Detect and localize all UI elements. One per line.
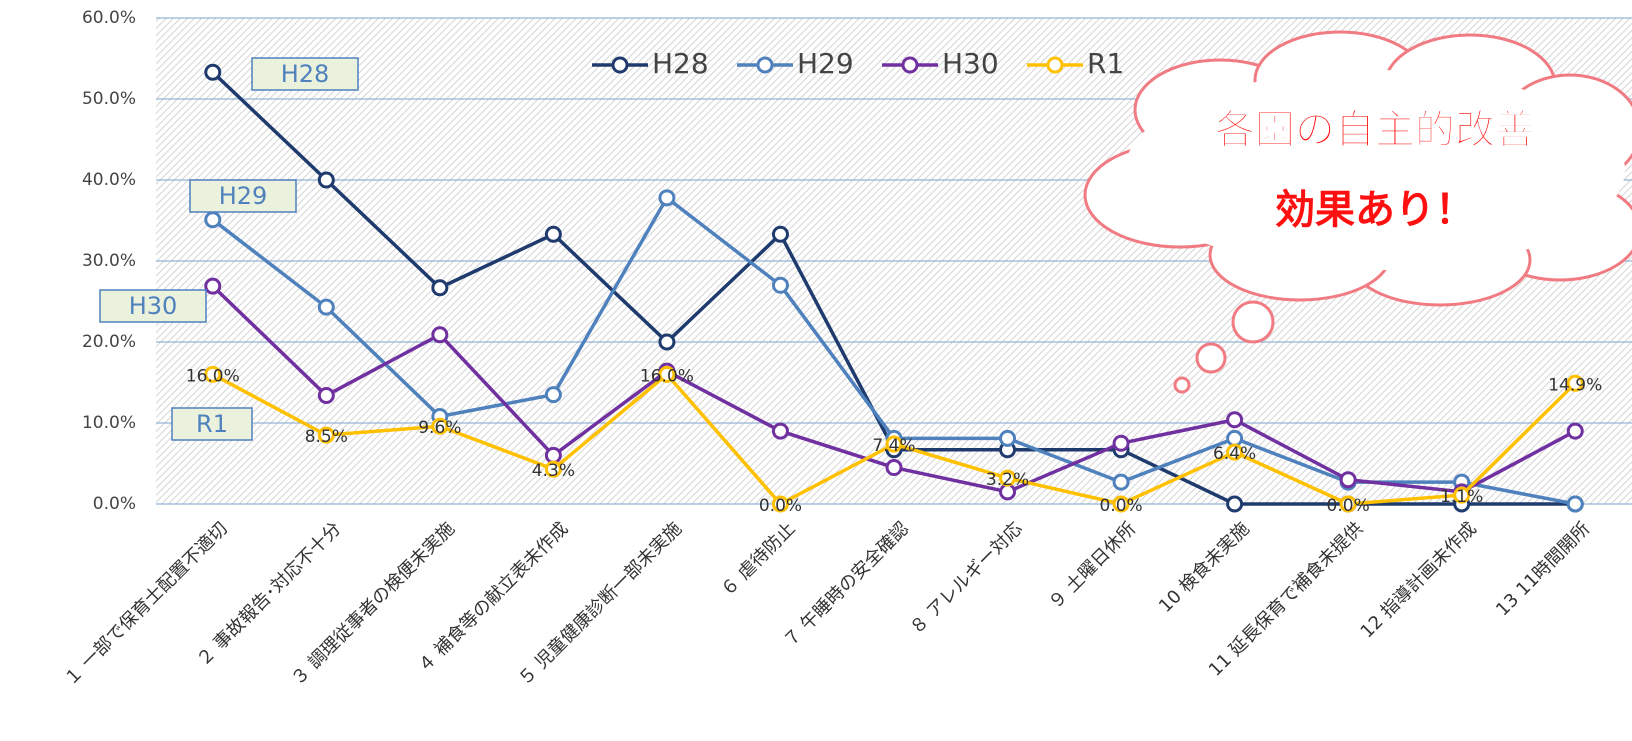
value-label: 6.4% <box>1213 444 1256 464</box>
point <box>1568 497 1582 511</box>
point <box>773 278 787 292</box>
point <box>206 279 220 293</box>
value-label: 7.4% <box>872 436 915 456</box>
legend-label: H30 <box>942 47 999 80</box>
chart: 0.0%10.0%20.0%30.0%40.0%50.0%60.0%１ 一部で保… <box>0 0 1632 737</box>
point <box>433 281 447 295</box>
value-label: 0.0% <box>1099 496 1142 516</box>
legend-marker <box>758 58 772 72</box>
point <box>319 173 333 187</box>
legend-marker <box>903 58 917 72</box>
value-label: 9.6% <box>418 418 461 438</box>
y-tick-label: 50.0% <box>82 89 136 109</box>
point <box>1568 424 1582 438</box>
point <box>1001 431 1015 445</box>
point <box>773 424 787 438</box>
point <box>433 328 447 342</box>
x-tick-label: 12 指導計画未作成 <box>1357 518 1481 642</box>
annotation: H28 <box>281 60 330 88</box>
y-tick-label: 40.0% <box>82 170 136 190</box>
value-label: 14.9% <box>1548 375 1602 395</box>
value-label: 0.0% <box>1327 496 1370 516</box>
value-label: 3.2% <box>986 470 1029 490</box>
point <box>1114 475 1128 489</box>
point <box>660 335 674 349</box>
value-label: 0.0% <box>759 496 802 516</box>
x-tick-label: ６ 虐待防止 <box>717 518 800 601</box>
y-tick-label: 60.0% <box>82 8 136 28</box>
point <box>1228 413 1242 427</box>
annotation: H29 <box>219 182 268 210</box>
y-tick-label: 30.0% <box>82 251 136 271</box>
point <box>319 388 333 402</box>
x-tick-label: ８ アレルギー対応 <box>906 518 1027 639</box>
point <box>1341 473 1355 487</box>
legend-label: H29 <box>797 47 854 80</box>
value-label: 8.5% <box>305 427 348 447</box>
value-label: 16.0% <box>640 366 694 386</box>
legend-marker <box>613 58 627 72</box>
x-tick-label: 13 11時間開所 <box>1492 518 1594 620</box>
point <box>546 388 560 402</box>
value-label: 16.0% <box>186 366 240 386</box>
x-tick-label: 10 検食未実施 <box>1155 518 1254 617</box>
y-tick-label: 20.0% <box>82 332 136 352</box>
value-label: 4.3% <box>532 461 575 481</box>
legend-marker <box>1048 58 1062 72</box>
legend-label: R1 <box>1087 47 1124 80</box>
y-tick-label: 0.0% <box>93 494 136 514</box>
point <box>1114 436 1128 450</box>
annotation: R1 <box>196 410 228 438</box>
point <box>206 213 220 227</box>
x-tick-label: ９ 土曜日休所 <box>1045 518 1140 613</box>
point <box>1228 497 1242 511</box>
annotation: H30 <box>129 292 178 320</box>
legend-label: H28 <box>652 47 709 80</box>
point <box>887 461 901 475</box>
callout-text: 各園の自主的改善 <box>1215 107 1535 153</box>
callout-text: 効果あり！ <box>1275 187 1475 233</box>
point <box>773 227 787 241</box>
x-tick-label: ７ 午睡時の安全確認 <box>780 518 913 651</box>
point <box>660 191 674 205</box>
y-tick-label: 10.0% <box>82 413 136 433</box>
point <box>206 65 220 79</box>
point <box>546 227 560 241</box>
value-label: 1.1% <box>1440 487 1483 507</box>
point <box>319 300 333 314</box>
